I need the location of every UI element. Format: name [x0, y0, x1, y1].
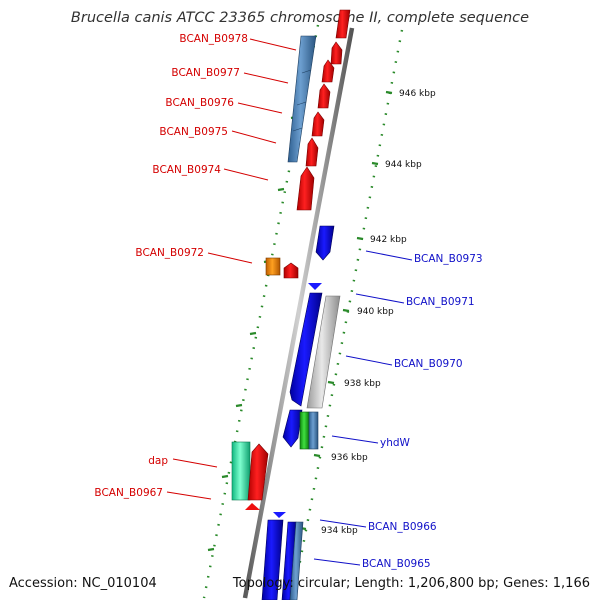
leader-line	[231, 130, 277, 144]
tick-mark	[249, 331, 257, 336]
gene-divider	[301, 69, 312, 74]
tick-labels: 946 kbp 944 kbp 942 kbp 940 kbp 938 kbp …	[321, 89, 436, 536]
reverse-gene-labels: BCAN_B0973 BCAN_B0971 BCAN_B0970 yhdW BC…	[362, 253, 483, 570]
forward-strand-genes	[296, 9, 351, 211]
genome-summary-text: Topology: circular; Length: 1,206,800 bp…	[232, 576, 590, 591]
gene-block-B0970[interactable]	[306, 295, 341, 409]
gene-arrow-blue-yhdW[interactable]	[282, 409, 303, 448]
gene-label-B0965[interactable]: BCAN_B0965	[362, 558, 431, 570]
chromosome-backbone	[242, 27, 355, 599]
tick-mark	[207, 547, 215, 552]
gene-arrow-top[interactable]	[335, 9, 351, 39]
marker-triangle-red	[245, 503, 260, 510]
leader-line	[166, 491, 212, 500]
tick-label: 946 kbp	[399, 89, 436, 99]
tick-label: 942 kbp	[370, 235, 407, 245]
gene-label-B0977[interactable]: BCAN_B0977	[171, 67, 240, 79]
leader-line	[172, 458, 218, 468]
tick-mark	[277, 187, 285, 192]
gene-block-orange[interactable]	[265, 257, 281, 276]
leader-line	[365, 250, 413, 261]
leader-line	[223, 168, 269, 181]
tick-mark	[356, 236, 364, 241]
gene-block-B0965a[interactable]	[281, 521, 297, 600]
gene-arrow-B0976[interactable]	[317, 83, 331, 109]
leader-line	[249, 38, 297, 51]
leader-line	[355, 293, 405, 304]
gene-label-B0971[interactable]: BCAN_B0971	[406, 296, 475, 308]
marker-triangle	[308, 283, 322, 290]
gene-label-dap[interactable]: dap	[148, 455, 168, 467]
leader-line	[243, 72, 289, 84]
marker-triangle-bottom	[273, 512, 286, 518]
gene-label-B0967[interactable]: BCAN_B0967	[94, 487, 163, 499]
forward-leader-lines	[166, 38, 297, 500]
gene-block-yhdW[interactable]	[308, 411, 319, 450]
gene-arrow-B0967[interactable]	[247, 443, 269, 501]
gene-label-B0972[interactable]: BCAN_B0972	[135, 247, 204, 259]
gene-block-green[interactable]	[299, 411, 310, 450]
gene-arrow-B0975[interactable]	[311, 111, 325, 137]
tick-label: 936 kbp	[331, 453, 368, 463]
gene-block-B0966[interactable]	[261, 519, 284, 600]
tick-mark	[327, 380, 335, 385]
leader-line	[207, 252, 253, 264]
dotted-guides	[202, 24, 404, 599]
tick-mark	[313, 453, 321, 458]
gene-block-dap[interactable]	[231, 441, 251, 501]
leader-line	[237, 102, 283, 114]
accession-text: Accession: NC_010104	[9, 576, 157, 591]
gene-label-B0974[interactable]: BCAN_B0974	[152, 164, 221, 176]
gene-arrow-B0978[interactable]	[330, 41, 343, 65]
leader-line	[345, 355, 393, 366]
reverse-leader-lines	[313, 250, 413, 566]
gene-arrow-B0973[interactable]	[315, 225, 335, 261]
gene-label-B0966[interactable]: BCAN_B0966	[368, 521, 437, 533]
gene-label-yhdW[interactable]: yhdW	[380, 437, 411, 449]
gene-label-B0976[interactable]: BCAN_B0976	[165, 97, 234, 109]
tick-mark	[342, 308, 350, 313]
leader-line	[331, 435, 379, 444]
gene-divider	[296, 101, 307, 106]
map-title: Brucella canis ATCC 23365 chromosome II,…	[71, 10, 529, 26]
tick-label: 944 kbp	[385, 160, 422, 170]
tick-mark	[385, 90, 393, 95]
gene-label-B0978[interactable]: BCAN_B0978	[179, 33, 248, 45]
tick-mark	[371, 161, 379, 166]
gene-label-B0975[interactable]: BCAN_B0975	[159, 126, 228, 138]
leader-line	[319, 519, 367, 528]
leader-line	[313, 558, 361, 566]
gene-arrow-B0971[interactable]	[289, 292, 323, 407]
gene-arrow-B0974[interactable]	[296, 166, 315, 211]
outer-dotted-guide	[291, 29, 404, 599]
forward-gene-labels: BCAN_B0978 BCAN_B0977 BCAN_B0976 BCAN_B0…	[94, 33, 248, 499]
gene-label-B0970[interactable]: BCAN_B0970	[394, 358, 463, 370]
tick-mark	[221, 474, 229, 479]
tick-label: 938 kbp	[344, 379, 381, 389]
gene-label-B0973[interactable]: BCAN_B0973	[414, 253, 483, 265]
tick-label: 940 kbp	[357, 307, 394, 317]
tick-label: 934 kbp	[321, 526, 358, 536]
gene-arrow-B0972[interactable]	[283, 262, 299, 279]
gene-arrow-B0977[interactable]	[321, 59, 335, 83]
gene-arrow-B0974a[interactable]	[305, 137, 319, 167]
gene-block-B0965b[interactable]	[289, 521, 304, 600]
gene-divider	[292, 127, 303, 132]
tick-mark	[235, 403, 243, 408]
